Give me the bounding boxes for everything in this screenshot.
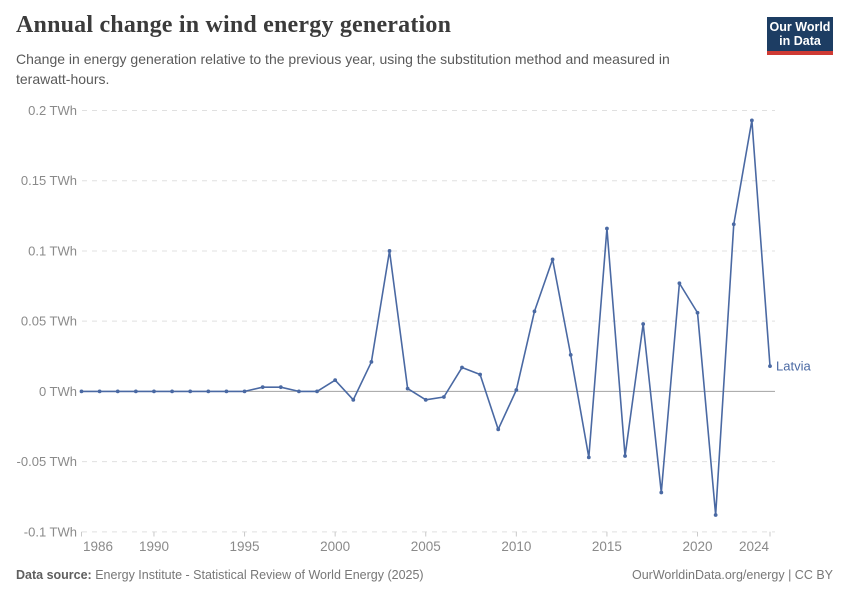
data-point[interactable] bbox=[170, 389, 174, 394]
data-point[interactable] bbox=[641, 322, 646, 326]
data-point[interactable] bbox=[496, 427, 501, 432]
y-axis-label: 0 TWh bbox=[39, 384, 77, 399]
chart-subtitle: Change in energy generation relative to … bbox=[16, 51, 670, 87]
data-point[interactable] bbox=[514, 388, 519, 392]
x-axis-label: 2000 bbox=[320, 539, 350, 554]
y-axis-label: -0.1 TWh bbox=[24, 524, 77, 539]
data-point[interactable] bbox=[586, 455, 591, 460]
x-axis-label: 2024 bbox=[739, 539, 770, 554]
x-axis-label: 2015 bbox=[592, 539, 622, 554]
data-point[interactable] bbox=[315, 389, 319, 394]
data-point[interactable] bbox=[369, 360, 374, 364]
data-point[interactable] bbox=[550, 257, 555, 262]
y-axis-label: 0.15 TWh bbox=[21, 173, 77, 188]
y-axis-label: 0.05 TWh bbox=[21, 314, 77, 329]
y-axis-label: 0.2 TWh bbox=[28, 103, 77, 118]
data-point[interactable] bbox=[152, 389, 156, 394]
license-link[interactable]: OurWorldinData.org/energy | CC BY bbox=[631, 568, 833, 582]
data-point[interactable] bbox=[423, 397, 428, 402]
data-point[interactable] bbox=[79, 389, 84, 394]
x-axis-label: 2010 bbox=[501, 539, 531, 554]
data-point[interactable] bbox=[278, 385, 283, 390]
y-axis-label: 0.1 TWh bbox=[28, 243, 77, 258]
series-line[interactable] bbox=[80, 119, 771, 516]
page-title: Annual change in wind energy generation bbox=[16, 12, 452, 38]
y-axis-label: -0.05 TWh bbox=[17, 454, 77, 469]
x-axis-label: 1986 bbox=[83, 539, 113, 554]
data-point[interactable] bbox=[351, 397, 356, 402]
data-point[interactable] bbox=[405, 386, 410, 391]
data-point[interactable] bbox=[441, 395, 446, 399]
data-point[interactable] bbox=[478, 372, 483, 377]
data-point[interactable] bbox=[677, 281, 682, 286]
data-point[interactable] bbox=[713, 513, 718, 517]
data-point[interactable] bbox=[749, 118, 754, 123]
data-point[interactable] bbox=[97, 389, 102, 394]
data-point[interactable] bbox=[133, 389, 138, 394]
data-point[interactable] bbox=[623, 454, 627, 458]
data-point[interactable] bbox=[659, 490, 664, 495]
x-axis-label: 2020 bbox=[683, 539, 713, 554]
data-point[interactable] bbox=[260, 385, 265, 390]
data-point[interactable] bbox=[297, 389, 301, 394]
data-point[interactable] bbox=[333, 378, 338, 383]
x-axis-label: 2005 bbox=[411, 539, 441, 554]
owid-logo-line2: in Data bbox=[779, 34, 821, 49]
data-point[interactable] bbox=[768, 364, 772, 369]
x-axis-label: 1990 bbox=[139, 539, 169, 554]
data-point[interactable] bbox=[115, 389, 120, 394]
x-axis-label: 1995 bbox=[230, 539, 260, 554]
data-point[interactable] bbox=[695, 310, 700, 315]
series-end-label[interactable]: Latvia bbox=[776, 359, 811, 374]
data-point[interactable] bbox=[387, 249, 392, 253]
data-point[interactable] bbox=[206, 389, 211, 394]
owid-logo[interactable]: Our World in Data bbox=[767, 17, 833, 55]
data-point[interactable] bbox=[188, 389, 193, 394]
data-point[interactable] bbox=[224, 389, 229, 394]
owid-logo-line1: Our World bbox=[769, 20, 831, 34]
data-point[interactable] bbox=[731, 222, 736, 227]
data-point[interactable] bbox=[242, 389, 247, 394]
data-point[interactable] bbox=[460, 365, 464, 370]
data-source-value: Energy Institute - Statistical Review of… bbox=[91, 568, 424, 582]
data-point[interactable] bbox=[568, 352, 573, 357]
data-point[interactable] bbox=[532, 309, 537, 314]
data-source-label: Data source: bbox=[16, 568, 92, 582]
data-point[interactable] bbox=[605, 226, 609, 231]
data-source-note: Data source: Energy Institute - Statisti… bbox=[16, 568, 424, 582]
